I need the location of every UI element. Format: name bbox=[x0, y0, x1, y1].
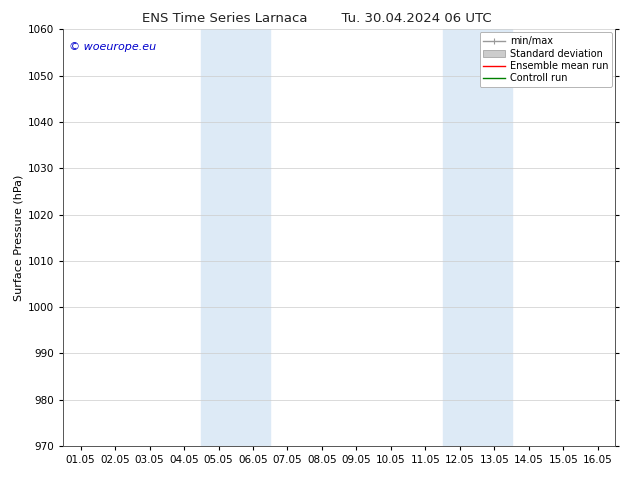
Bar bbox=[202, 29, 270, 446]
Legend: min/max, Standard deviation, Ensemble mean run, Controll run: min/max, Standard deviation, Ensemble me… bbox=[479, 32, 612, 87]
Bar bbox=[443, 29, 512, 446]
Y-axis label: Surface Pressure (hPa): Surface Pressure (hPa) bbox=[14, 174, 24, 301]
Text: © woeurope.eu: © woeurope.eu bbox=[69, 42, 156, 52]
Text: ENS Time Series Larnaca        Tu. 30.04.2024 06 UTC: ENS Time Series Larnaca Tu. 30.04.2024 0… bbox=[142, 12, 492, 25]
